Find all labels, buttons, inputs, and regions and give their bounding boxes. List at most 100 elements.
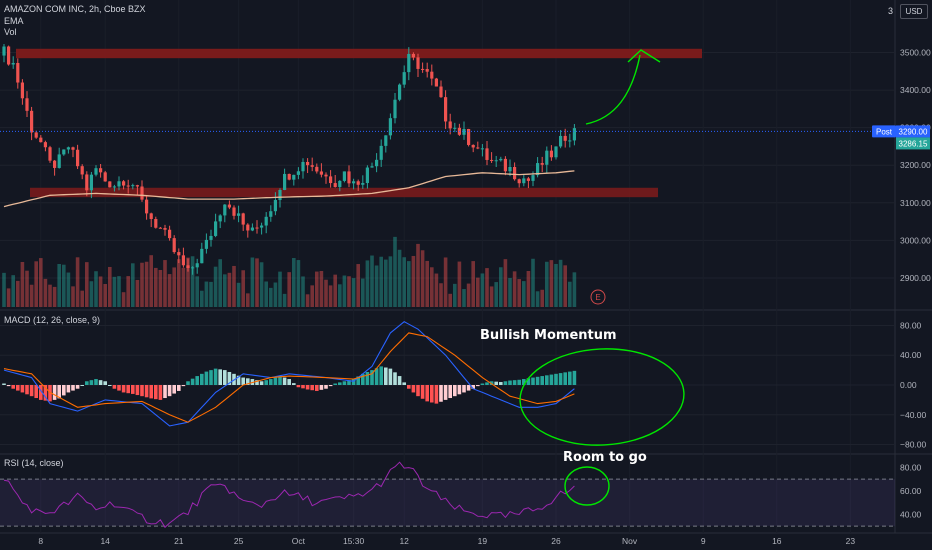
candle-body	[20, 82, 24, 99]
volume-bar	[485, 268, 489, 307]
volume-bar	[204, 281, 209, 307]
candle-body	[508, 166, 512, 172]
macd-title[interactable]: MACD (12, 26, close, 9)	[4, 315, 101, 325]
macd-histogram-bar	[512, 380, 517, 385]
macd-tick-label: 80.00	[900, 320, 922, 330]
volume-bar	[540, 289, 544, 307]
macd-histogram-bar	[296, 385, 301, 388]
candle-body	[204, 239, 208, 249]
currency-badge[interactable]: USD	[900, 4, 928, 19]
volume-bar	[190, 256, 195, 307]
time-tick-label: 26	[551, 536, 561, 546]
candle-body	[361, 183, 365, 185]
candle-body	[11, 62, 15, 65]
price-tags: Post 3290.00 3286.15	[872, 125, 930, 150]
macd-tick-label: 0.00	[900, 380, 917, 390]
candle-body	[273, 200, 277, 212]
post-value-bg	[896, 125, 930, 138]
macd-histogram-bar	[16, 385, 20, 391]
vol-legend[interactable]: Vol	[4, 27, 17, 37]
candle-body	[241, 213, 245, 225]
macd-histogram-bar	[264, 380, 268, 385]
volume-bar	[526, 270, 531, 307]
candle-body	[352, 181, 356, 184]
volume-bar	[250, 257, 255, 307]
candlestick-series: E	[0, 44, 895, 305]
volume-bar	[549, 260, 554, 307]
last-value-bg	[896, 137, 930, 150]
time-tick-label: 12	[399, 536, 409, 546]
candle-body	[568, 140, 572, 142]
macd-histogram-bar	[85, 381, 89, 385]
candle-body	[218, 215, 222, 222]
volume-bar	[181, 267, 186, 307]
volume-bar	[94, 271, 98, 307]
post-price-tag: Post 3290.00	[872, 125, 930, 138]
volume-bar	[535, 291, 540, 307]
macd-histogram-bar	[443, 385, 448, 400]
resistance-zone	[16, 48, 702, 59]
candle-body	[48, 147, 52, 161]
macd-histogram-bar	[379, 366, 383, 385]
macd-histogram-bar	[117, 385, 121, 391]
macd-histogram-bar	[213, 368, 218, 385]
last-value: 3286.15	[899, 139, 928, 148]
volume-bar	[273, 282, 278, 307]
macd-histogram-bar	[144, 385, 149, 398]
volume-bar	[356, 264, 360, 307]
volume-bar	[466, 283, 471, 307]
macd-histogram-bar	[190, 378, 195, 385]
candle-body	[287, 173, 291, 180]
volume-bar	[241, 270, 245, 307]
candle-body	[554, 146, 558, 158]
volume-bar	[443, 257, 448, 307]
macd-histogram-bar	[227, 371, 232, 385]
macd-tick-label: 40.00	[900, 350, 922, 360]
candle-body	[333, 183, 337, 187]
candle-body	[246, 224, 250, 231]
candle-body	[310, 165, 314, 167]
symbol-title: AMAZON COM INC, 2h, Cboe BZX	[4, 4, 146, 14]
macd-histogram-bar	[333, 383, 337, 385]
time-tick-label: 19	[478, 536, 488, 546]
ema-line	[3, 170, 575, 208]
macd-histogram-bar	[388, 368, 393, 385]
candle-body	[177, 252, 181, 256]
macd-histogram-bar	[98, 380, 103, 385]
macd-histogram-bar	[48, 385, 52, 402]
volume-bar	[236, 282, 241, 307]
candle-body	[356, 181, 360, 185]
candle-body	[370, 166, 374, 168]
macd-histogram-bar	[476, 385, 480, 387]
macd-histogram-bar	[89, 380, 94, 385]
macd-histogram-bar	[181, 385, 186, 387]
volume-bar	[338, 284, 342, 307]
volume-bar	[397, 249, 402, 307]
volume-bar	[264, 281, 268, 307]
macd-histogram-bar	[531, 377, 535, 385]
macd-histogram-bar	[43, 385, 48, 401]
candle-body	[71, 147, 75, 150]
candle-body	[158, 227, 162, 229]
volume-bar	[108, 266, 112, 307]
volume-bar	[2, 272, 6, 307]
volume-bar	[149, 255, 153, 307]
rsi-title[interactable]: RSI (14, close)	[4, 458, 64, 468]
macd-histogram-bar	[29, 385, 34, 397]
volume-bar	[287, 272, 291, 307]
volume-bar	[154, 267, 158, 307]
macd-histogram-bar	[218, 369, 222, 385]
candle-body	[549, 150, 553, 158]
volume-bar	[85, 262, 89, 307]
volume-bar	[554, 263, 558, 307]
candle-body	[260, 225, 264, 228]
candle-body	[181, 255, 185, 266]
volume-bar	[52, 286, 57, 307]
candle-body	[168, 229, 172, 239]
ema-legend[interactable]: EMA	[4, 16, 24, 26]
time-tick-label: Nov	[622, 536, 638, 546]
macd-histogram-bar	[75, 385, 80, 389]
macd-histogram-bar	[39, 385, 43, 400]
candle-body	[503, 158, 507, 172]
